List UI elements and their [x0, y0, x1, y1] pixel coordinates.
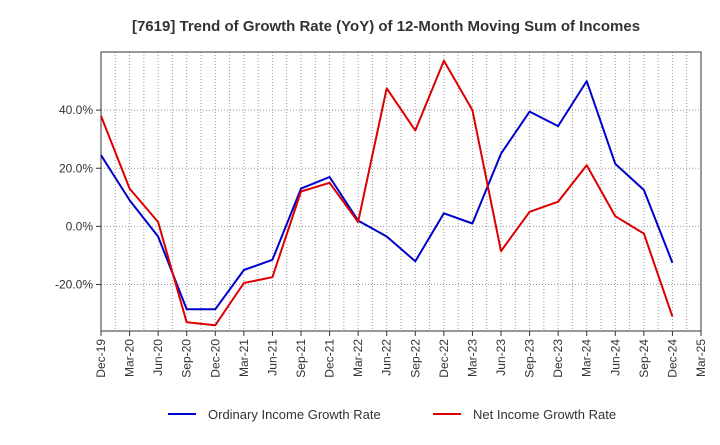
series-line [100, 80, 674, 311]
x-tick-label: Mar-24 [580, 339, 594, 377]
x-tick-label: Mar-23 [465, 339, 479, 377]
y-tick-label: 20.0% [59, 161, 93, 175]
y-tick-label: 0.0% [66, 219, 94, 233]
plot-frame [100, 51, 702, 332]
x-tick-label: Dec-20 [208, 339, 222, 378]
x-tick-label: Sep-24 [637, 339, 651, 378]
chart-title: [7619] Trend of Growth Rate (YoY) of 12-… [132, 18, 640, 35]
series-line [100, 59, 674, 327]
x-tick-label: Mar-25 [694, 339, 708, 377]
x-tick-label: Dec-21 [323, 339, 337, 378]
x-tick-label: Jun-24 [608, 339, 622, 376]
y-tick-label: -20.0% [55, 278, 93, 292]
legend-label: Net Income Growth Rate [473, 407, 616, 422]
legend-label: Ordinary Income Growth Rate [208, 407, 381, 422]
x-tick-label: Mar-21 [237, 339, 251, 377]
x-tick-label: Jun-21 [265, 339, 279, 376]
x-tick-label: Sep-20 [180, 339, 194, 378]
x-tick-label: Dec-22 [437, 339, 451, 378]
plot-area: -20.0% 0.0% 20.0% 40.0% Dec-19 Mar-20 Jun-20 Se… [55, 51, 708, 378]
legend: Ordinary Income Growth Rate Net Income Gr… [168, 407, 616, 422]
y-tick-label: 40.0% [59, 103, 93, 117]
x-tick-label: Sep-21 [294, 339, 308, 378]
x-tick-label: Sep-23 [523, 339, 537, 378]
x-tick-label: Dec-24 [665, 339, 679, 378]
x-tick-label: Dec-19 [94, 339, 108, 378]
x-tick-label: Sep-22 [408, 339, 422, 378]
x-tick-label: Jun-20 [151, 339, 165, 376]
x-tick-label: Jun-23 [494, 339, 508, 376]
x-tick-label: Mar-22 [351, 339, 365, 377]
x-tick-label: Mar-20 [123, 339, 137, 377]
x-tick-label: Jun-22 [380, 339, 394, 376]
x-tick-label: Dec-23 [551, 339, 565, 378]
